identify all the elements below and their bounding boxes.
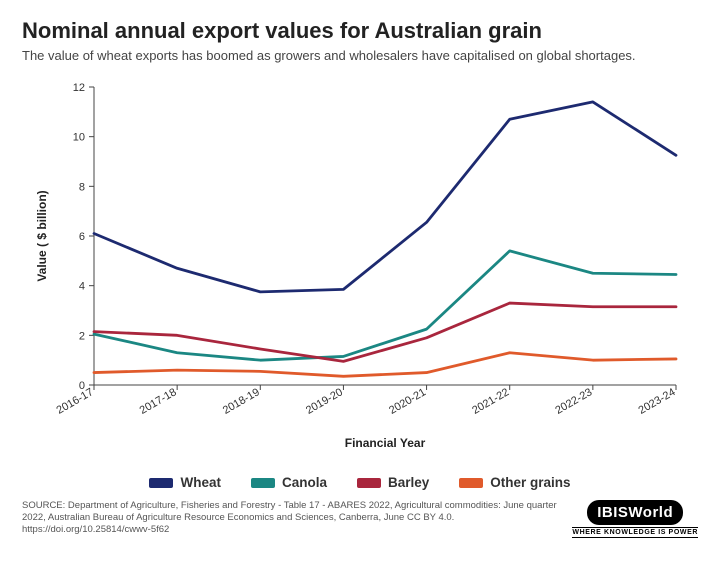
svg-text:2: 2 [79,330,85,342]
svg-text:8: 8 [79,181,85,193]
svg-text:2022-23: 2022-23 [553,386,594,417]
legend-item: Wheat [149,475,221,490]
brand-logo: IBISWorld [587,500,683,525]
svg-text:2017-18: 2017-18 [138,386,179,417]
legend: Wheat Canola Barley Other grains [22,475,698,490]
svg-text:2023-24: 2023-24 [637,386,678,417]
svg-text:2016-17: 2016-17 [55,386,96,417]
legend-item: Canola [251,475,327,490]
chart-card: Nominal annual export values for Austral… [0,0,720,576]
chart-subtitle: The value of wheat exports has boomed as… [22,48,698,63]
chart-area: 0246810122016-172017-182018-192019-20202… [22,73,698,473]
legend-label: Barley [388,475,429,490]
legend-swatch [357,478,381,488]
svg-text:Financial Year: Financial Year [345,436,426,450]
legend-item: Barley [357,475,429,490]
svg-text:4: 4 [79,281,85,293]
legend-swatch [149,478,173,488]
legend-label: Wheat [180,475,221,490]
svg-text:10: 10 [73,132,85,144]
svg-text:2021-22: 2021-22 [470,386,511,417]
legend-item: Other grains [459,475,570,490]
svg-text:2020-21: 2020-21 [387,386,428,417]
legend-label: Other grains [490,475,570,490]
legend-label: Canola [282,475,327,490]
brand-block: IBISWorld Where Knowledge Is Power [572,500,698,538]
source-text: SOURCE: Department of Agriculture, Fishe… [22,500,560,536]
svg-text:2019-20: 2019-20 [304,386,345,417]
svg-text:2018-19: 2018-19 [221,386,262,417]
line-chart-svg: 0246810122016-172017-182018-192019-20202… [22,73,698,473]
svg-text:Value ( $ billion): Value ( $ billion) [35,190,49,281]
svg-text:12: 12 [73,82,85,94]
chart-title: Nominal annual export values for Austral… [22,18,698,44]
legend-swatch [459,478,483,488]
svg-text:6: 6 [79,231,85,243]
legend-swatch [251,478,275,488]
brand-tagline: Where Knowledge Is Power [572,527,698,538]
